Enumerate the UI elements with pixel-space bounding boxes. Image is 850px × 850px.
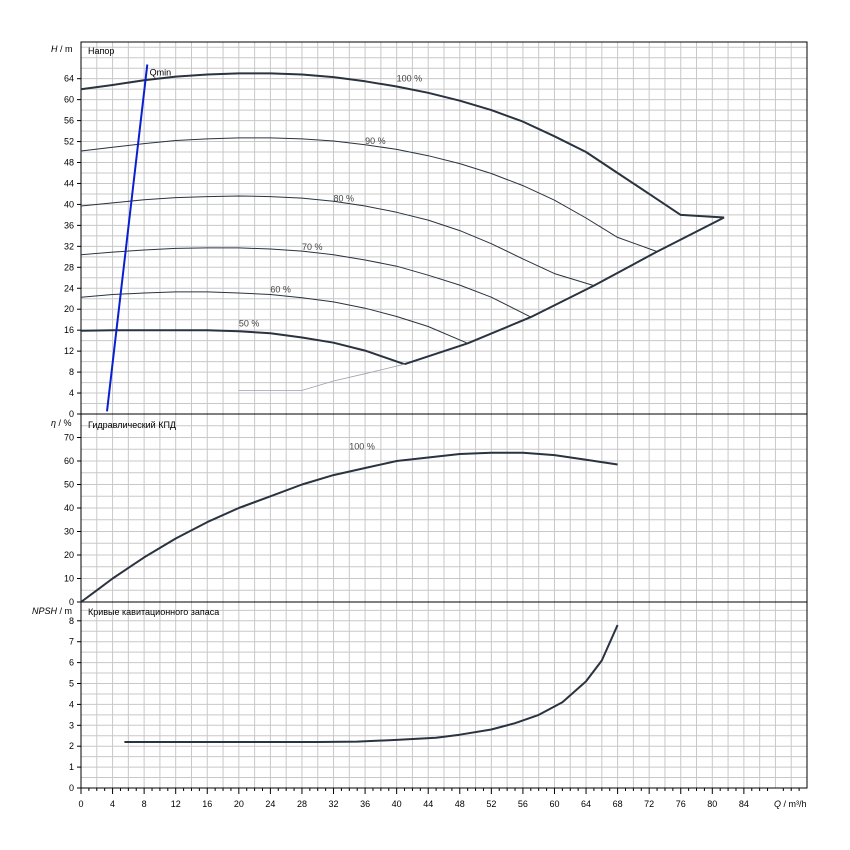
- head-curve-60-: [80, 291, 468, 344]
- npsh-y-tick-label: 7: [69, 637, 74, 647]
- npsh-y-tick-label: 6: [69, 658, 74, 668]
- x-tick-label: 48: [455, 799, 465, 809]
- x-tick-label: 40: [392, 799, 402, 809]
- x-tick-label: 52: [486, 799, 496, 809]
- x-tick-label: 8: [142, 799, 147, 809]
- x-tick-label: 76: [676, 799, 686, 809]
- head-y-tick-label: 60: [64, 95, 74, 105]
- head-curve-label: 100 %: [397, 73, 423, 83]
- head-y-tick-label: 56: [64, 116, 74, 126]
- head-y-tick-label: 28: [64, 262, 74, 272]
- x-tick-label: 12: [171, 799, 181, 809]
- head-y-tick-label: 36: [64, 220, 74, 230]
- npsh-y-tick-label: 0: [69, 783, 74, 793]
- npsh-y-tick-label: 3: [69, 720, 74, 730]
- head-curve-label: Qmin: [150, 68, 172, 78]
- efficiency-y-tick-label: 10: [64, 574, 74, 584]
- head-y-axis-label: H / m: [51, 44, 73, 54]
- head-y-tick-label: 8: [69, 367, 74, 377]
- x-tick-label: 4: [110, 799, 115, 809]
- head-y-tick-label: 40: [64, 199, 74, 209]
- head-y-tick-label: 4: [69, 388, 74, 398]
- x-tick-label: 80: [707, 799, 717, 809]
- grid-layer: [81, 42, 807, 788]
- efficiency-y-axis-label: η / %: [51, 418, 72, 428]
- head-y-tick-label: 64: [64, 74, 74, 84]
- npsh-y-tick-label: 8: [69, 616, 74, 626]
- x-tick-label: 36: [360, 799, 370, 809]
- x-tick-label: 72: [644, 799, 654, 809]
- head-curve-80-: [80, 195, 595, 287]
- x-tick-label: 84: [739, 799, 749, 809]
- x-axis-label: Q / m³/h: [774, 799, 807, 809]
- x-tick-label: 24: [265, 799, 275, 809]
- head-y-tick-label: 52: [64, 137, 74, 147]
- efficiency-y-tick-label: 50: [64, 480, 74, 490]
- head-curve-50-: [80, 329, 405, 366]
- x-tick-label: 32: [329, 799, 339, 809]
- head-y-tick-label: 44: [64, 178, 74, 188]
- curve-labels-layer: 100 % 90 % 80 % 70 % 60 % 50 % Qmin 100 %: [150, 68, 423, 452]
- npsh-curve-boundary: [124, 624, 619, 743]
- head-y-tick-label: 12: [64, 346, 74, 356]
- head-y-tick-label: 32: [64, 241, 74, 251]
- curves-layer: [80, 64, 725, 743]
- head-curve-label: 80 %: [334, 193, 355, 203]
- head-y-tick-label: 48: [64, 158, 74, 168]
- efficiency-curve-100-: [80, 451, 618, 603]
- x-tick-label: 20: [234, 799, 244, 809]
- head-curve-label: 90 %: [365, 136, 386, 146]
- efficiency-y-tick-label: 20: [64, 550, 74, 560]
- ticks-layer: 0481216202428323640444852566064010203040…: [64, 74, 800, 809]
- efficiency-panel-title: Гидравлический КПД: [88, 420, 176, 430]
- npsh-y-tick-label: 5: [69, 679, 74, 689]
- head-curve-label: 60 %: [270, 284, 291, 294]
- x-tick-label: 16: [202, 799, 212, 809]
- x-tick-label: 68: [613, 799, 623, 809]
- head-curve-boundary: [301, 363, 405, 391]
- head-panel-title: Напор: [88, 46, 114, 56]
- efficiency-curve-label: 100 %: [349, 441, 375, 451]
- npsh-y-tick-label: 4: [69, 699, 74, 709]
- head-y-tick-label: 24: [64, 283, 74, 293]
- head-curve-qmin: [106, 64, 149, 412]
- head-y-tick-label: 0: [69, 409, 74, 419]
- head-curve-label: 70 %: [302, 242, 323, 252]
- x-tick-label: 60: [549, 799, 559, 809]
- efficiency-y-tick-label: 30: [64, 527, 74, 537]
- efficiency-y-tick-label: 0: [69, 597, 74, 607]
- head-curve-boundary: [404, 216, 725, 366]
- npsh-y-axis-label: NPSH / m: [32, 606, 72, 616]
- x-tick-label: 0: [78, 799, 83, 809]
- head-curve-label: 50 %: [239, 319, 260, 329]
- head-curve-90-: [80, 137, 658, 253]
- npsh-y-tick-label: 1: [69, 762, 74, 772]
- npsh-panel-title: Кривые кавитационного запаса: [88, 607, 219, 617]
- efficiency-y-tick-label: 60: [64, 456, 74, 466]
- npsh-y-tick-label: 2: [69, 741, 74, 751]
- x-tick-label: 56: [518, 799, 528, 809]
- x-tick-label: 44: [423, 799, 433, 809]
- head-y-tick-label: 16: [64, 325, 74, 335]
- head-curve-100-: [80, 72, 725, 219]
- efficiency-y-tick-label: 70: [64, 433, 74, 443]
- x-tick-label: 28: [297, 799, 307, 809]
- efficiency-y-tick-label: 40: [64, 503, 74, 513]
- x-tick-label: 64: [581, 799, 591, 809]
- head-curve-70-: [80, 247, 532, 318]
- head-y-tick-label: 20: [64, 304, 74, 314]
